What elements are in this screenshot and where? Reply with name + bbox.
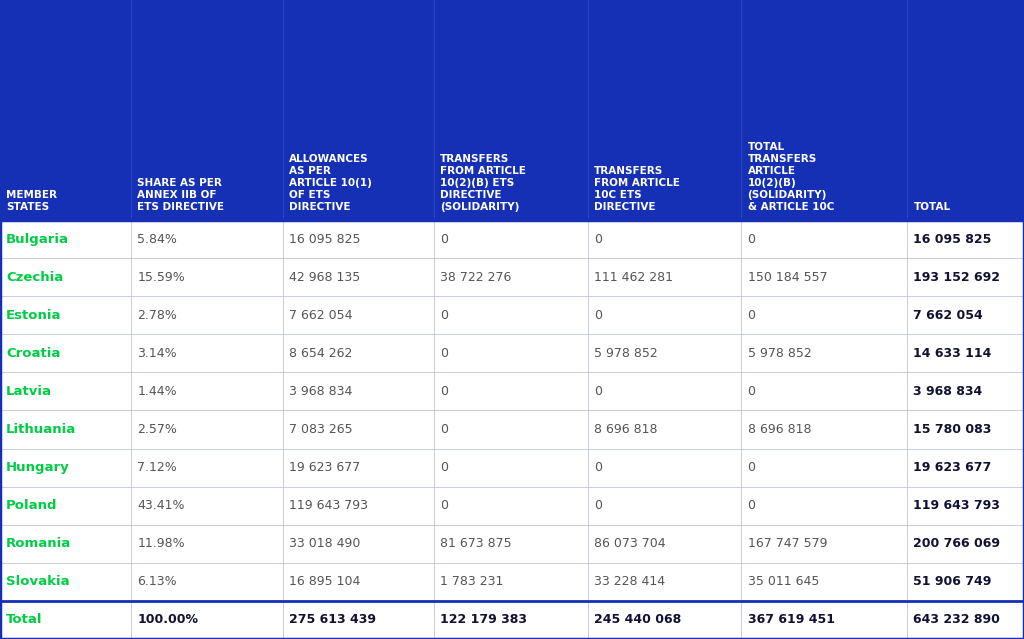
Text: 3 968 834: 3 968 834 [289,385,352,398]
Text: 119 643 793: 119 643 793 [289,499,368,512]
Text: Estonia: Estonia [6,309,61,321]
Text: 0: 0 [748,461,756,474]
Text: 15 780 083: 15 780 083 [913,423,992,436]
Text: 16 095 825: 16 095 825 [913,233,992,245]
Text: Slovakia: Slovakia [6,575,70,589]
Text: Hungary: Hungary [6,461,70,474]
Text: 16 095 825: 16 095 825 [289,233,360,245]
Text: MEMBER
STATES: MEMBER STATES [6,190,57,212]
Text: 0: 0 [440,423,449,436]
Text: 0: 0 [440,309,449,321]
Text: 0: 0 [748,309,756,321]
Text: 0: 0 [594,233,602,245]
Text: 122 179 383: 122 179 383 [440,613,527,626]
Text: 33 018 490: 33 018 490 [289,537,360,550]
Text: SHARE AS PER
ANNEX IIB OF
ETS DIRECTIVE: SHARE AS PER ANNEX IIB OF ETS DIRECTIVE [137,178,224,212]
Text: 0: 0 [440,499,449,512]
Text: 5.84%: 5.84% [137,233,177,245]
Text: 0: 0 [748,385,756,398]
Text: TRANSFERS
FROM ARTICLE
10C ETS
DIRECTIVE: TRANSFERS FROM ARTICLE 10C ETS DIRECTIVE [594,166,680,212]
Text: Total: Total [6,613,43,626]
Text: 643 232 890: 643 232 890 [913,613,1000,626]
Text: 0: 0 [440,385,449,398]
Text: 7.12%: 7.12% [137,461,177,474]
Text: Croatia: Croatia [6,347,60,360]
Text: 0: 0 [594,499,602,512]
Text: 16 895 104: 16 895 104 [289,575,360,589]
Text: 8 654 262: 8 654 262 [289,347,352,360]
Text: 7 662 054: 7 662 054 [289,309,352,321]
Text: 11.98%: 11.98% [137,537,185,550]
Text: 14 633 114: 14 633 114 [913,347,992,360]
Text: 367 619 451: 367 619 451 [748,613,835,626]
Text: Lithuania: Lithuania [6,423,77,436]
Text: 86 073 704: 86 073 704 [594,537,666,550]
Text: 0: 0 [440,233,449,245]
Text: 33 228 414: 33 228 414 [594,575,665,589]
Text: 8 696 818: 8 696 818 [594,423,657,436]
Text: 51 906 749: 51 906 749 [913,575,992,589]
Text: 275 613 439: 275 613 439 [289,613,376,626]
Text: Poland: Poland [6,499,57,512]
Text: 0: 0 [440,347,449,360]
Text: Latvia: Latvia [6,385,52,398]
Text: 38 722 276: 38 722 276 [440,271,512,284]
Text: 0: 0 [594,309,602,321]
Text: 0: 0 [748,499,756,512]
Text: 3 968 834: 3 968 834 [913,385,983,398]
Text: 81 673 875: 81 673 875 [440,537,512,550]
Text: 0: 0 [440,461,449,474]
Text: 5 978 852: 5 978 852 [594,347,657,360]
Bar [0,0,1024,220]
Text: Bulgaria: Bulgaria [6,233,70,245]
Text: 150 184 557: 150 184 557 [748,271,827,284]
Text: 8 696 818: 8 696 818 [748,423,811,436]
Text: 0: 0 [748,233,756,245]
Text: 7 083 265: 7 083 265 [289,423,352,436]
Text: 7 662 054: 7 662 054 [913,309,983,321]
Text: 100.00%: 100.00% [137,613,199,626]
Text: ALLOWANCES
AS PER
ARTICLE 10(1)
OF ETS
DIRECTIVE: ALLOWANCES AS PER ARTICLE 10(1) OF ETS D… [289,155,372,212]
Text: 1.44%: 1.44% [137,385,177,398]
Text: 2.78%: 2.78% [137,309,177,321]
Text: 35 011 645: 35 011 645 [748,575,819,589]
Text: TOTAL
TRANSFERS
ARTICLE
10(2)(B)
(SOLIDARITY)
& ARTICLE 10C: TOTAL TRANSFERS ARTICLE 10(2)(B) (SOLIDA… [748,142,834,212]
Text: 5 978 852: 5 978 852 [748,347,811,360]
Text: 111 462 281: 111 462 281 [594,271,673,284]
Text: 119 643 793: 119 643 793 [913,499,1000,512]
Text: 1 783 231: 1 783 231 [440,575,504,589]
Text: 6.13%: 6.13% [137,575,177,589]
Text: 2.57%: 2.57% [137,423,177,436]
Text: 43.41%: 43.41% [137,499,184,512]
Bar [0,220,1024,639]
Text: 193 152 692: 193 152 692 [913,271,1000,284]
Text: TOTAL: TOTAL [913,203,950,212]
Text: 0: 0 [594,461,602,474]
Text: 3.14%: 3.14% [137,347,177,360]
Text: 42 968 135: 42 968 135 [289,271,360,284]
Text: 167 747 579: 167 747 579 [748,537,827,550]
Text: 200 766 069: 200 766 069 [913,537,1000,550]
Text: 245 440 068: 245 440 068 [594,613,681,626]
Text: Czechia: Czechia [6,271,63,284]
Text: Romania: Romania [6,537,72,550]
Text: TRANSFERS
FROM ARTICLE
10(2)(B) ETS
DIRECTIVE
(SOLIDARITY): TRANSFERS FROM ARTICLE 10(2)(B) ETS DIRE… [440,155,526,212]
Text: 0: 0 [594,385,602,398]
Text: 15.59%: 15.59% [137,271,185,284]
Text: 19 623 677: 19 623 677 [289,461,360,474]
Text: 19 623 677: 19 623 677 [913,461,991,474]
